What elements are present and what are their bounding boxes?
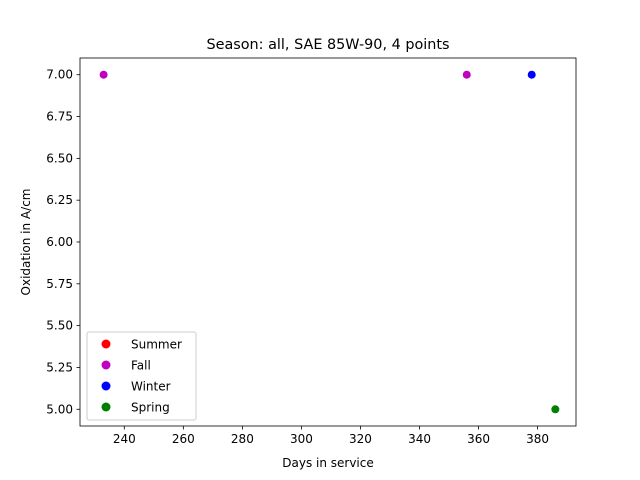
y-tick-label: 5.50 [46,319,73,333]
y-tick-label: 6.25 [46,193,73,207]
y-tick-label: 5.25 [46,360,73,374]
x-axis-label: Days in service [282,456,374,470]
x-tick-label: 300 [290,432,313,446]
y-tick-label: 6.00 [46,235,73,249]
chart-title: Season: all, SAE 85W-90, 4 points [206,37,449,53]
data-point-winter [527,70,536,79]
plot-area: 240 260 280 300 320 340 360 380 5.00 5.25 5.50 5.75… [46,57,577,446]
legend-marker-spring [101,402,111,412]
y-axis-label: Oxidation in A/cm [19,189,33,296]
legend-label-winter: Winter [131,380,171,394]
legend-label-fall: Fall [131,359,151,373]
y-tick-label: 5.75 [46,277,73,291]
x-tick-label: 380 [526,432,549,446]
legend-label-spring: Spring [131,401,170,415]
data-point-fall [99,70,108,79]
x-tick-label: 260 [172,432,195,446]
data-point-fall [462,70,471,79]
legend-box [86,331,197,421]
legend-marker-summer [101,339,111,349]
y-tick-label: 6.50 [46,151,73,165]
x-tick-label: 340 [408,432,431,446]
data-point-spring [551,405,560,414]
y-tick-label: 6.75 [46,110,73,124]
x-tick-label: 320 [349,432,372,446]
x-tick-label: 240 [113,432,136,446]
legend-marker-fall [101,360,111,370]
legend-marker-winter [101,381,111,391]
y-tick-label: 7.00 [46,68,73,82]
x-tick-label: 280 [231,432,254,446]
x-tick-label: 360 [467,432,490,446]
legend-label-summer: Summer [131,338,182,352]
y-tick-label: 5.00 [46,402,73,416]
legend: Summer Fall Winter Spring [86,331,197,421]
